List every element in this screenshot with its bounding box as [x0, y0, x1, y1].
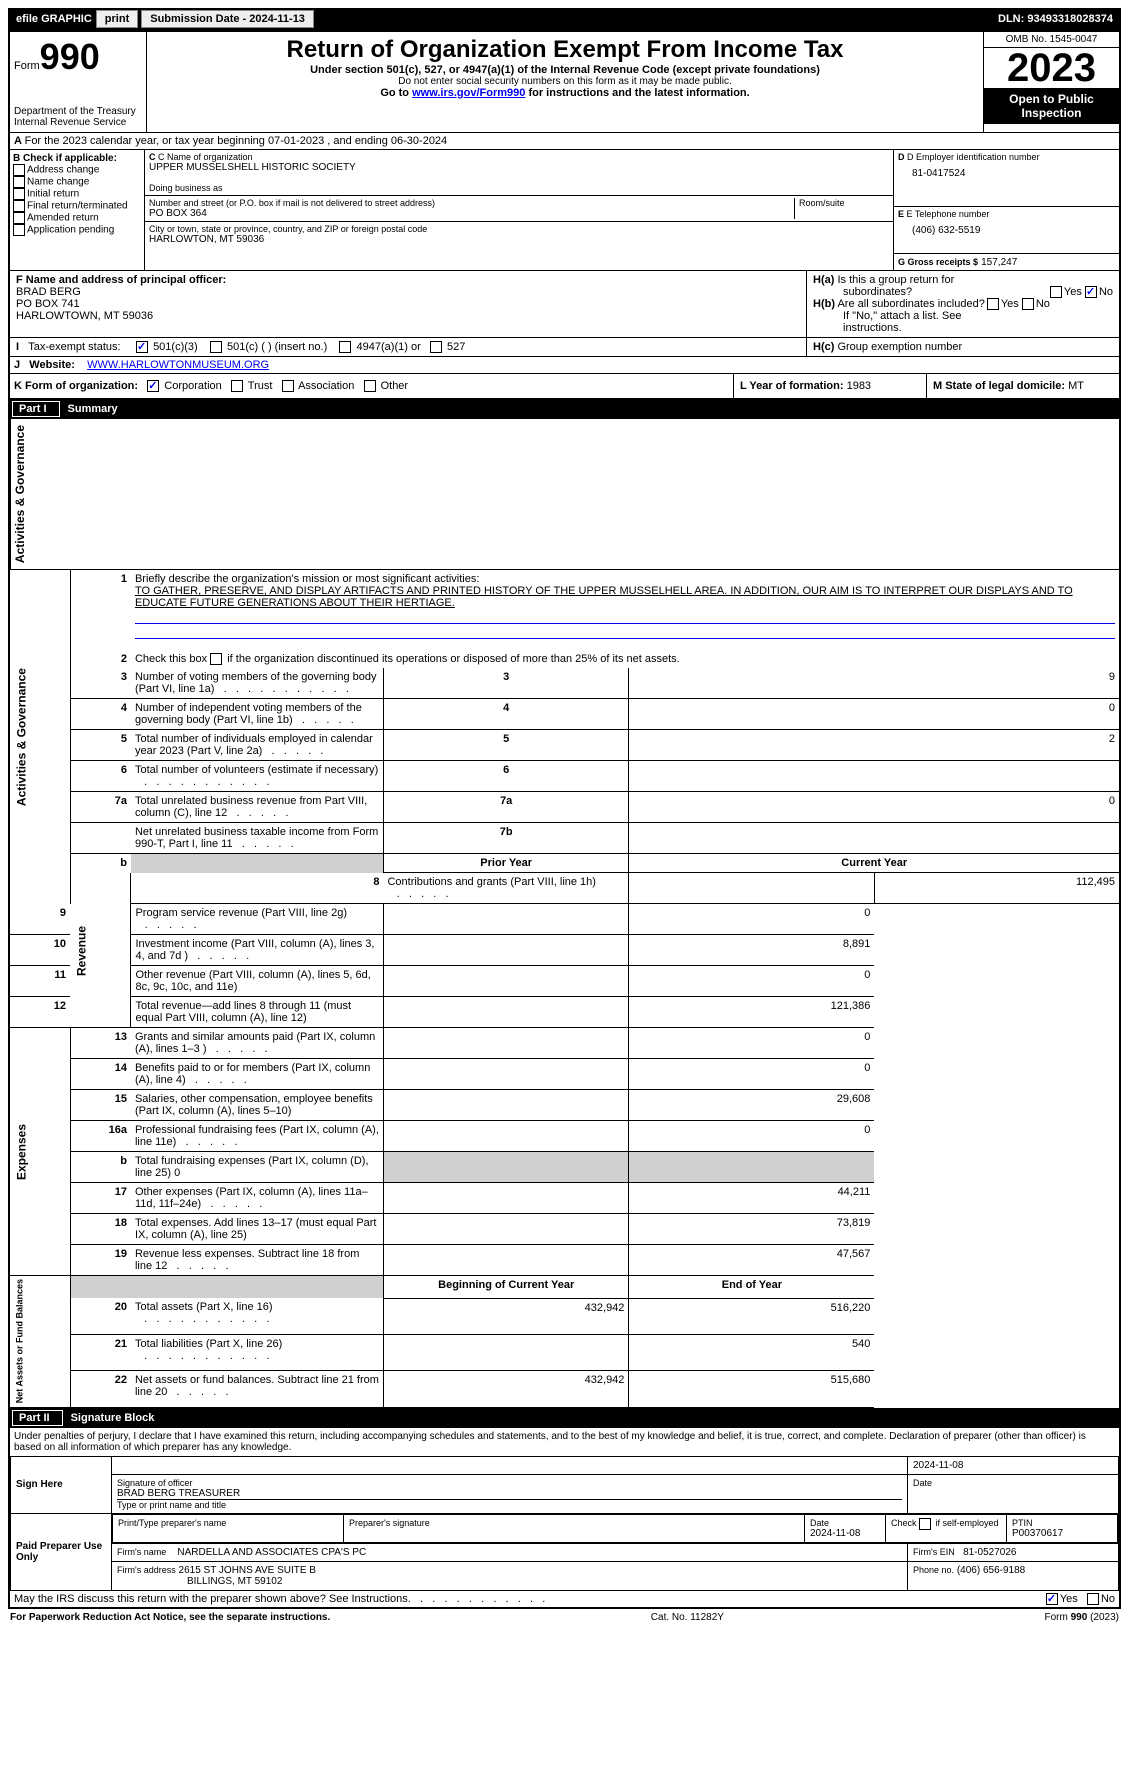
row-j: J Website: WWW.HARLOWTONMUSEUM.ORG — [10, 357, 1119, 374]
org-address: PO BOX 364 — [149, 208, 790, 219]
part2-header: Part II Signature Block — [10, 1408, 1119, 1428]
gross-receipts: 157,247 — [981, 257, 1017, 268]
officer-name: BRAD BERG — [16, 286, 800, 298]
line-a: A For the 2023 calendar year, or tax yea… — [10, 133, 1119, 150]
tool-bar: efile GRAPHIC print Submission Date - 20… — [8, 8, 1121, 30]
tax-year: 2023 — [984, 48, 1119, 88]
org-name: UPPER MUSSELSHELL HISTORIC SOCIETY — [149, 162, 889, 173]
box-c: C C Name of organization UPPER MUSSELSHE… — [145, 150, 893, 270]
row-i: I Tax-exempt status: 501(c)(3) 501(c) ( … — [10, 338, 1119, 357]
form-word: Form — [14, 60, 40, 72]
phone: (406) 632-5519 — [898, 219, 1115, 236]
org-city: HARLOWTON, MT 59036 — [149, 234, 889, 245]
tab-activities: Activities & Governance — [10, 419, 29, 569]
section-bcdeg: B Check if applicable: Address change Na… — [10, 150, 1119, 271]
box-deg: D D Employer identification number 81-04… — [893, 150, 1119, 270]
form-container: Form990 Department of the Treasury Inter… — [8, 30, 1121, 1609]
mission-text: TO GATHER, PRESERVE, AND DISPLAY ARTIFAC… — [135, 585, 1073, 609]
summary-table: Activities & Governance 1 Briefly descri… — [10, 569, 1119, 1407]
form-sub2: Do not enter social security numbers on … — [155, 76, 975, 87]
form-title: Return of Organization Exempt From Incom… — [155, 36, 975, 64]
inspect-l1: Open to Public — [986, 92, 1117, 106]
form-header: Form990 Department of the Treasury Inter… — [10, 32, 1119, 133]
goto-pre: Go to — [380, 87, 412, 99]
irs-label: Internal Revenue Service — [14, 117, 142, 128]
inspect-l2: Inspection — [986, 106, 1117, 120]
signature-table: Sign Here 2024-11-08 Signature of office… — [10, 1456, 1119, 1591]
row-fh: F Name and address of principal officer:… — [10, 271, 1119, 338]
discuss-row: May the IRS discuss this return with the… — [10, 1591, 1119, 1607]
website-link[interactable]: WWW.HARLOWTONMUSEUM.ORG — [87, 359, 269, 371]
print-button[interactable]: print — [96, 10, 138, 28]
instructions-link[interactable]: www.irs.gov/Form990 — [412, 87, 525, 99]
goto-post: for instructions and the latest informat… — [525, 87, 749, 99]
box-b: B Check if applicable: Address change Na… — [10, 150, 145, 270]
efile-label: efile GRAPHIC — [16, 13, 92, 25]
declaration: Under penalties of perjury, I declare th… — [10, 1428, 1119, 1456]
dept-label: Department of the Treasury — [14, 106, 142, 117]
part1-body: Activities & Governance — [10, 419, 1119, 569]
form-number: 990 — [40, 36, 100, 77]
ein: 81-0417524 — [898, 162, 1115, 179]
part1-header: Part I Summary — [10, 399, 1119, 419]
page-footer: For Paperwork Reduction Act Notice, see … — [8, 1609, 1121, 1626]
dln-label: DLN: 93493318028374 — [998, 13, 1113, 25]
form-sub1: Under section 501(c), 527, or 4947(a)(1)… — [155, 64, 975, 76]
officer-sig: BRAD BERG TREASURER — [117, 1488, 902, 1499]
row-klm: K Form of organization: Corporation Trus… — [10, 374, 1119, 399]
submission-date-button[interactable]: Submission Date - 2024-11-13 — [141, 10, 314, 28]
